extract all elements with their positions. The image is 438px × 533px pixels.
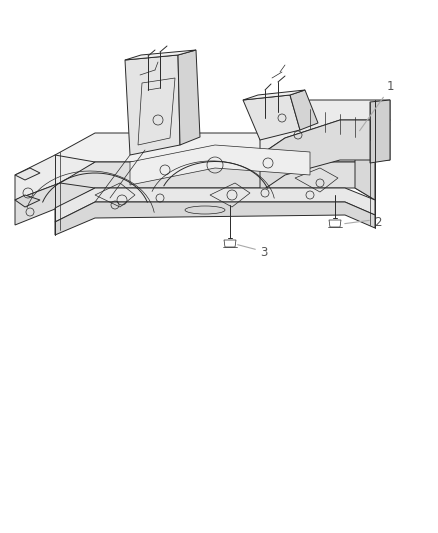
Polygon shape bbox=[15, 195, 40, 207]
Polygon shape bbox=[15, 155, 95, 200]
Polygon shape bbox=[243, 90, 305, 100]
Polygon shape bbox=[290, 90, 318, 130]
Text: 1: 1 bbox=[387, 80, 395, 93]
Polygon shape bbox=[370, 100, 390, 163]
Polygon shape bbox=[55, 188, 375, 222]
Polygon shape bbox=[178, 50, 200, 145]
Polygon shape bbox=[55, 202, 375, 235]
Polygon shape bbox=[260, 100, 390, 155]
Text: 2: 2 bbox=[374, 215, 381, 229]
Polygon shape bbox=[355, 133, 375, 200]
Polygon shape bbox=[243, 95, 300, 140]
Polygon shape bbox=[15, 168, 40, 180]
Polygon shape bbox=[125, 55, 180, 155]
Polygon shape bbox=[15, 183, 95, 225]
Polygon shape bbox=[55, 133, 375, 183]
Polygon shape bbox=[260, 120, 390, 192]
Polygon shape bbox=[130, 145, 310, 185]
Polygon shape bbox=[125, 50, 196, 60]
Polygon shape bbox=[55, 162, 375, 208]
Text: 3: 3 bbox=[260, 246, 267, 259]
